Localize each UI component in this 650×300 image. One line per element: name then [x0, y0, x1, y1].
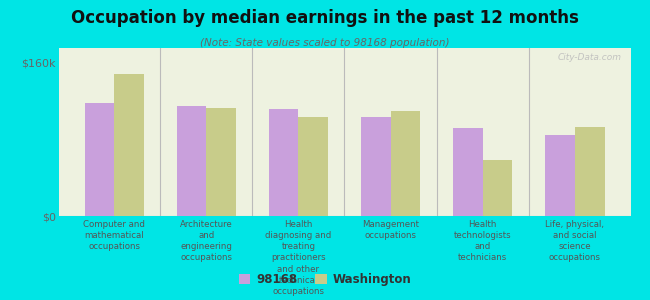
Legend: 98168, Washington: 98168, Washington [234, 269, 416, 291]
Bar [269, 110, 298, 216]
Bar [545, 135, 575, 216]
Bar [206, 109, 236, 216]
Bar [114, 74, 144, 216]
Bar [361, 117, 391, 216]
Bar [84, 103, 114, 216]
Bar [483, 160, 512, 216]
Text: City-Data.com: City-Data.com [558, 53, 622, 62]
Text: (Note: State values scaled to 98168 population): (Note: State values scaled to 98168 popu… [200, 38, 450, 47]
Bar [453, 128, 483, 216]
Bar [391, 111, 420, 216]
Bar [298, 117, 328, 216]
Bar [177, 106, 206, 216]
Text: Occupation by median earnings in the past 12 months: Occupation by median earnings in the pas… [71, 9, 579, 27]
Bar [575, 127, 604, 216]
